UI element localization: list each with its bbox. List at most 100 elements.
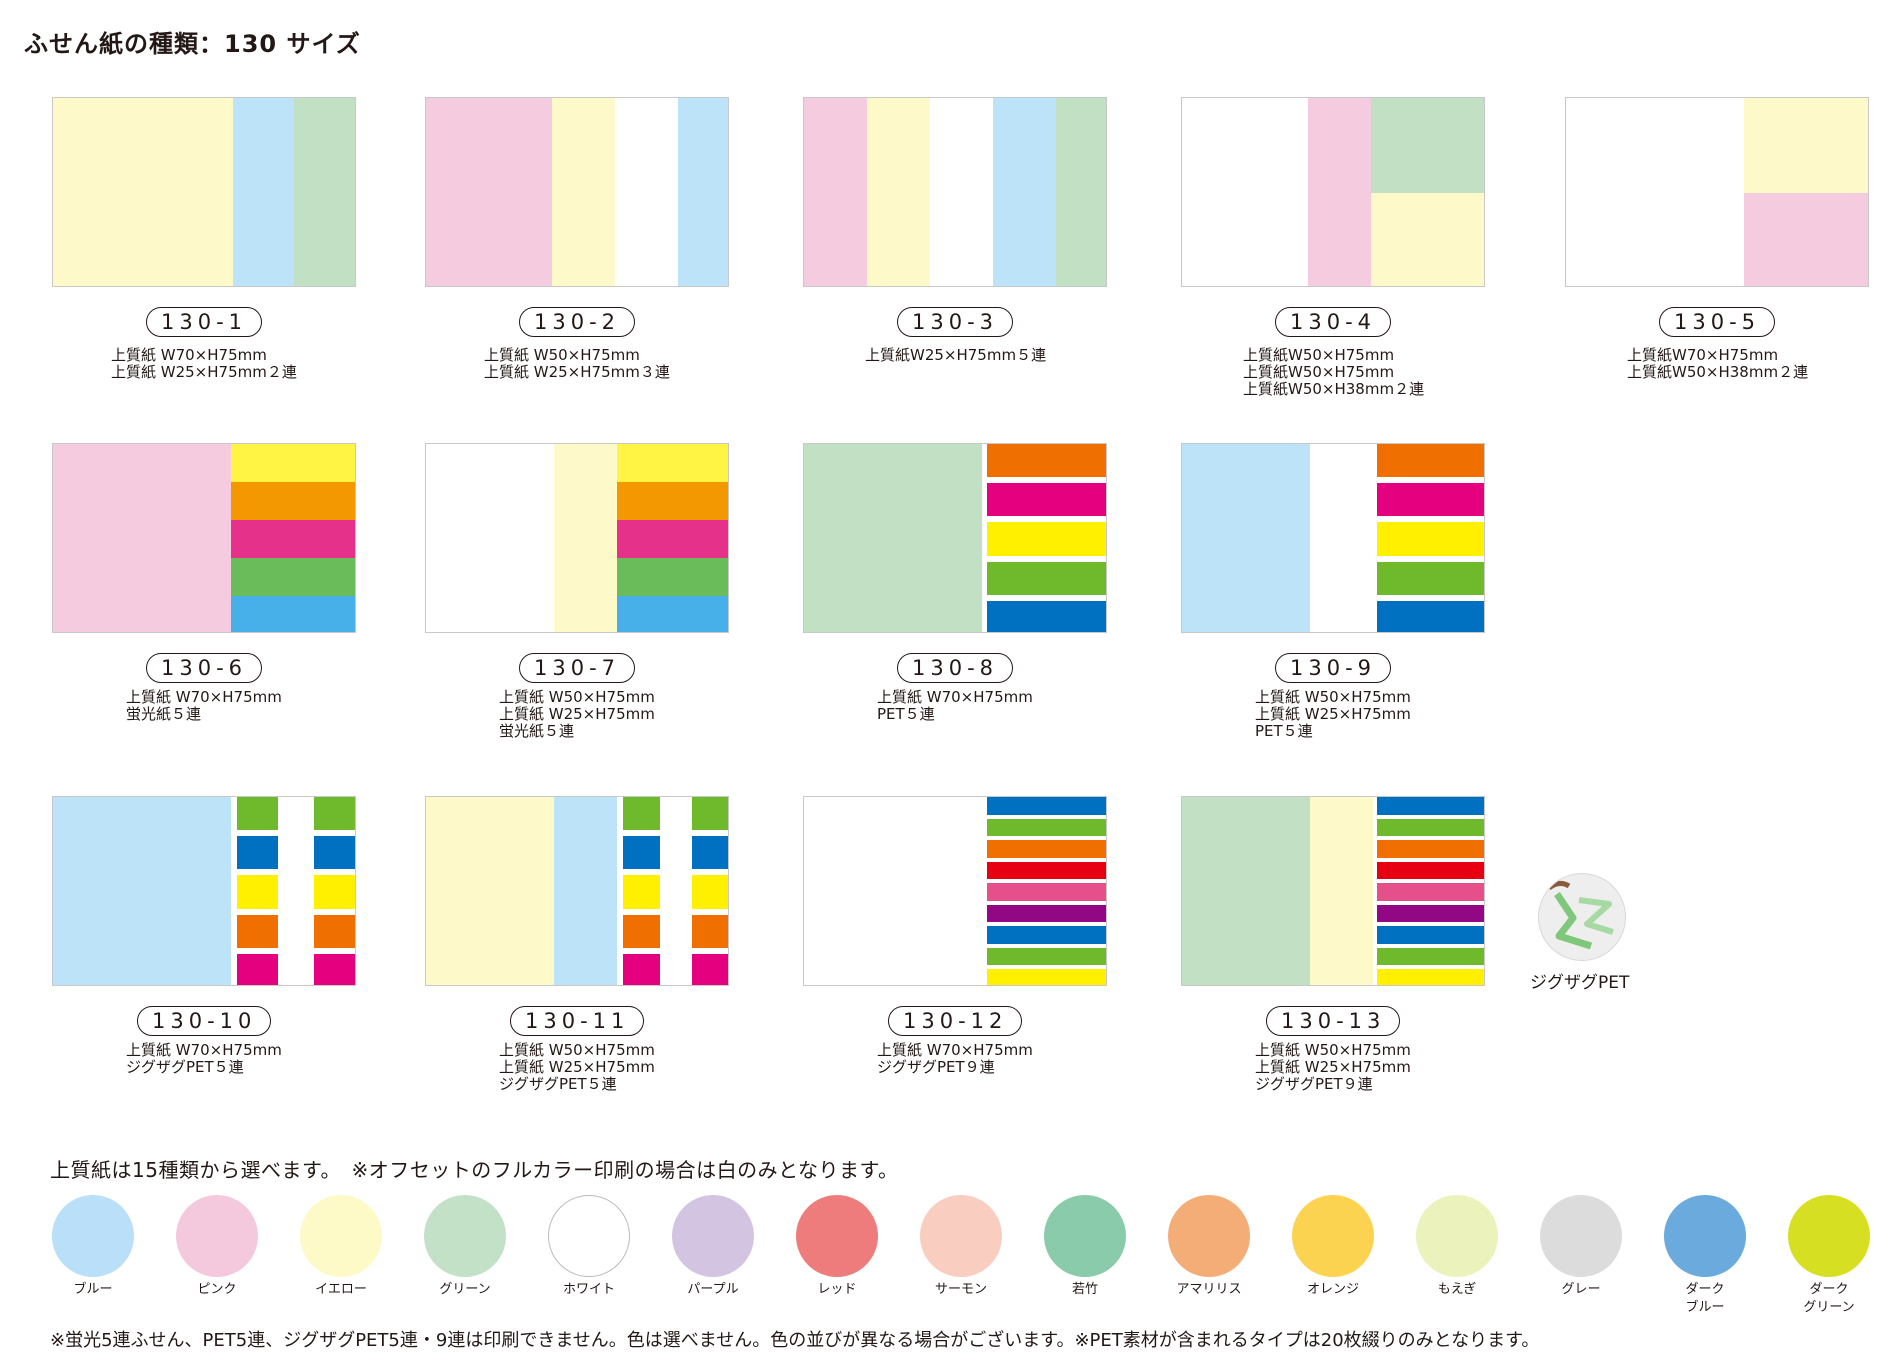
paper-color-label: イエロー	[281, 1281, 401, 1299]
sticky-note-block	[987, 969, 1106, 985]
product-image	[803, 443, 1107, 633]
product-image	[425, 796, 729, 986]
sticky-note-block	[804, 444, 982, 632]
product-code-label: 130-3	[897, 307, 1014, 337]
product-code-label: 130-13	[1266, 1006, 1401, 1036]
sticky-note-block	[691, 914, 728, 948]
zigzag-pet-label: ジグザグPET	[1530, 973, 1630, 993]
sticky-note-block	[987, 840, 1106, 858]
description-line: PET５連	[1255, 722, 1313, 740]
sticky-note-block	[294, 98, 355, 286]
description-line: 蛍光紙５連	[126, 705, 202, 723]
product-image	[1181, 443, 1485, 633]
description-line: 上質紙 W25×H75mm	[1255, 1058, 1411, 1076]
product-image	[52, 796, 356, 986]
sticky-note-block	[237, 914, 278, 948]
sticky-note-block	[231, 520, 355, 558]
sticky-note-block	[1310, 797, 1373, 985]
description-line: PET５連	[877, 705, 935, 723]
sticky-note-block	[987, 883, 1106, 901]
description-line: 上質紙 W25×H75mm３連	[484, 363, 670, 381]
description-line: 上質紙W25×H75mm５連	[865, 346, 1047, 364]
product-code-label: 130-8	[897, 653, 1014, 683]
sticky-note-block	[313, 875, 355, 909]
product-image	[425, 97, 729, 287]
description-line: 上質紙 W70×H75mm	[126, 688, 282, 706]
paper-color-name: もえぎ	[1437, 1282, 1477, 1297]
sticky-note-block	[615, 98, 678, 286]
paper-color-swatch	[1168, 1195, 1250, 1277]
paper-color-label: グリーン	[405, 1281, 525, 1299]
product-image	[52, 97, 356, 287]
sticky-note-block	[1182, 797, 1310, 985]
product-code-label: 130-2	[519, 307, 636, 337]
sticky-note-block	[231, 444, 355, 482]
paper-color-name: ブルー	[73, 1282, 113, 1297]
paper-color-name: グリーン	[1803, 1300, 1855, 1315]
product-card: 130-5 上質紙W70×H75mm 上質紙W50×H38mm２連	[1565, 97, 1885, 381]
paper-color-swatch	[176, 1195, 258, 1277]
paper-color-label: ダーク ブルー	[1645, 1281, 1765, 1317]
sticky-note-block	[237, 797, 278, 831]
description-line: ジグザグPET９連	[877, 1058, 995, 1076]
sticky-note-block	[552, 98, 615, 286]
product-description: 上質紙 W50×H75mm 上質紙 W25×H75mm 蛍光紙５連	[499, 689, 655, 740]
description-line: 上質紙 W70×H75mm	[126, 1041, 282, 1059]
paper-color-swatch	[52, 1195, 134, 1277]
sticky-note-block	[1056, 98, 1106, 286]
sticky-note-block	[987, 600, 1106, 632]
sticky-note-block	[1377, 797, 1484, 815]
paper-color-name: ダーク	[1685, 1282, 1725, 1297]
sticky-note-block	[691, 797, 728, 831]
sticky-note-block	[691, 875, 728, 909]
zigzag-pet-icon	[1547, 880, 1614, 950]
page-title: ふせん紙の種類：130 サイズ	[24, 30, 361, 58]
sticky-note-block	[804, 797, 982, 985]
sticky-note-block	[1744, 98, 1868, 193]
sticky-note-block	[1377, 969, 1484, 985]
paper-color-swatch	[920, 1195, 1002, 1277]
sticky-note-block	[987, 818, 1106, 837]
paper-color-label: アマリリス	[1149, 1281, 1269, 1299]
product-description: 上質紙 W50×H75mm 上質紙 W25×H75mm PET５連	[1255, 689, 1411, 740]
footnote: ※蛍光5連ふせん、PET5連、ジグザグPET5連・9連は印刷できません。色は選べ…	[50, 1330, 1540, 1351]
sticky-note-block	[1310, 444, 1373, 632]
paper-color-label: オレンジ	[1273, 1281, 1393, 1299]
sticky-note-block	[691, 953, 728, 985]
paper-color-name: グレー	[1561, 1282, 1601, 1297]
product-card: 130-1 上質紙 W70×H75mm 上質紙 W25×H75mm２連	[52, 97, 372, 381]
sticky-note-block	[231, 558, 355, 596]
paper-color-label: ダーク グリーン	[1769, 1281, 1889, 1317]
product-description: 上質紙 W70×H75mm PET５連	[877, 689, 1033, 723]
product-code-label: 130-9	[1275, 653, 1392, 683]
paper-colors-heading: 上質紙は15種類から選べます。 ※オフセットのフルカラー印刷の場合は白のみとなり…	[50, 1158, 899, 1182]
paper-color-label: サーモン	[901, 1281, 1021, 1299]
sticky-note-block	[987, 926, 1106, 944]
sticky-note-block	[313, 953, 355, 985]
sticky-note-block	[804, 98, 867, 286]
product-description: 上質紙 W70×H75mm ジグザグPET９連	[877, 1042, 1033, 1076]
sticky-note-block	[237, 875, 278, 909]
description-line: 上質紙W50×H38mm２連	[1243, 380, 1425, 398]
product-description: 上質紙 W70×H75mm 上質紙 W25×H75mm２連	[111, 347, 297, 381]
sticky-note-block	[987, 947, 1106, 966]
sticky-note-block	[617, 558, 728, 596]
product-card: 130-8 上質紙 W70×H75mm PET５連	[803, 443, 1123, 723]
paper-color-name: アマリリス	[1176, 1282, 1242, 1297]
paper-color-label: もえぎ	[1397, 1281, 1517, 1299]
paper-color-label: ブルー	[33, 1281, 153, 1299]
product-description: 上質紙 W50×H75mm 上質紙 W25×H75mm ジグザグPET５連	[499, 1042, 655, 1093]
description-line: ジグザグPET９連	[1255, 1075, 1373, 1093]
product-code-label: 130-12	[888, 1006, 1023, 1036]
sticky-note-block	[426, 444, 554, 632]
sticky-note-block	[233, 98, 294, 286]
product-code-label: 130-11	[510, 1006, 645, 1036]
product-image	[803, 97, 1107, 287]
sticky-note-block	[1377, 561, 1484, 595]
sticky-note-block	[623, 836, 660, 870]
product-card: 130-2 上質紙 W50×H75mm 上質紙 W25×H75mm３連	[425, 97, 745, 381]
sticky-note-block	[1377, 840, 1484, 858]
sticky-note-block	[617, 596, 728, 632]
sticky-note-block	[987, 797, 1106, 815]
paper-color-name: グリーン	[439, 1282, 491, 1297]
